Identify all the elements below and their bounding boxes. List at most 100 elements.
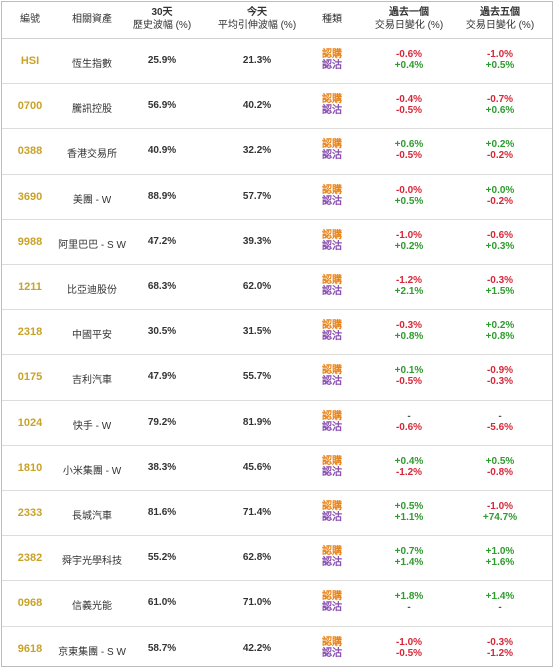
bull-label: 認購 [322,591,342,603]
row-d5-change: +0.0% -0.2% [460,185,540,207]
d1-bull-change: +0.5% [394,501,424,512]
row-hv: 55.2% [147,552,177,564]
table-row[interactable]: 9618 京東集團 - S W 58.7% 42.2% 認購 認沽 -1.0% -0.5% -0… [2,627,552,672]
row-type: 認購 認沽 [302,546,362,568]
d5-bull-change: -1.0% [486,501,514,512]
d1-bull-change: -1.0% [395,229,423,241]
header-hv-line1: 30天 [151,7,173,18]
d1-bull-change: -1.0% [395,636,423,648]
header-hv-line2: 歷史波幅 (%) [132,20,192,31]
row-code[interactable]: 2382 [17,552,43,565]
d5-bull-change: +0.5% [485,455,515,467]
row-asset: 快手 - W [72,420,112,432]
row-d1-change: +1.8% - [369,591,449,613]
header-hv: 30天 歷史波幅 (%) [122,6,202,32]
row-d5-change: - -5.6% [460,411,540,433]
row-d5-change: -1.0% +74.7% [460,501,540,523]
row-code[interactable]: 2318 [17,326,43,339]
d1-bear-change: +0.2% [394,240,424,252]
row-code[interactable]: 9988 [17,235,43,248]
row-iv: 31.5% [242,326,272,338]
table-row[interactable]: HSI 恆生指數 25.9% 21.3% 認購 認沽 -0.6% +0.4% -1.0% +0.5… [2,39,552,85]
row-code[interactable]: 1810 [17,461,43,474]
row-d1-change: +0.7% +1.4% [369,546,449,568]
d5-bull-change: -0.6% [486,229,514,241]
header-type: 種類 [322,14,342,25]
table-row[interactable]: 3690 美團 - W 88.9% 57.7% 認購 認沽 -0.0% +0.5% +0.0% -… [2,175,552,220]
row-code[interactable]: 0700 [17,100,43,113]
bear-label: 認沽 [322,466,342,478]
row-iv: 57.7% [242,190,272,202]
header-iv: 今天 平均引伸波幅 (%) [212,6,302,32]
d5-bull-change: +0.2% [485,139,515,151]
d5-bear-change: -5.6% [486,421,514,433]
row-code[interactable]: 2333 [17,507,43,519]
table-row[interactable]: 9988 阿里巴巴 - S W 47.2% 39.3% 認購 認沽 -1.0% +0.2% -0… [2,220,552,265]
table-header: 編號 相關資產 30天 歷史波幅 (%) 今天 平均引伸波幅 (%) 種類 過去… [2,2,552,39]
row-iv: 21.3% [242,55,272,66]
d1-bull-change: +0.1% [394,365,424,377]
row-type: 認購 認沽 [302,365,362,387]
d5-bull-change: -0.7% [486,94,514,106]
row-asset: 舜宇光學科技 [62,556,122,568]
row-code[interactable]: 1024 [17,416,43,429]
d1-bear-change: +2.1% [394,286,424,297]
d1-bull-change: -1.2% [395,275,423,286]
table-row[interactable]: 0968 信義光能 61.0% 71.0% 認購 認沽 +1.8% - +1.4% - [2,581,552,627]
bull-label: 認購 [322,546,342,558]
bull-label: 認購 [322,410,342,422]
row-code[interactable]: 9618 [17,642,43,655]
row-type: 認購 認沽 [302,411,362,433]
row-code[interactable]: 0968 [17,597,43,610]
d5-bear-change: -0.3% [486,376,514,388]
table-row[interactable]: 2382 舜宇光學科技 55.2% 62.8% 認購 認沽 +0.7% +1.4% +1.0% +… [2,536,552,582]
row-iv: 71.4% [242,507,272,518]
table-row[interactable]: 2333 長城汽車 81.6% 71.4% 認購 認沽 +0.5% +1.1% -1.0% +74… [2,491,552,537]
bear-label: 認沽 [322,512,342,523]
row-iv: 62.8% [242,552,272,564]
header-iv-line2: 平均引伸波幅 (%) [217,20,297,31]
d5-bull-change: +0.2% [485,320,515,332]
row-d5-change: -0.3% -1.2% [460,637,540,659]
row-d1-change: -1.0% -0.5% [369,637,449,659]
table-row[interactable]: 2318 中國平安 30.5% 31.5% 認購 認沽 -0.3% +0.8% +0.2% +0.… [2,310,552,356]
bull-label: 認購 [322,94,342,106]
row-iv: 81.9% [242,416,272,428]
row-code[interactable]: 0388 [17,145,43,158]
bull-label: 認購 [322,139,342,151]
bull-label: 認購 [322,365,342,377]
bear-label: 認沽 [322,331,342,343]
row-code[interactable]: HSI [20,55,40,67]
d5-bear-change: - [498,602,502,614]
bear-label: 認沽 [322,647,342,659]
table-row[interactable]: 0700 騰訊控股 56.9% 40.2% 認購 認沽 -0.4% -0.5% -0.7% +0.… [2,84,552,130]
header-d1-line1: 過去一個 [389,7,429,18]
d5-bear-change: +0.3% [485,240,515,252]
d5-bear-change: +1.5% [485,286,515,297]
d5-bull-change: -0.9% [486,365,514,377]
d1-bear-change: -0.5% [395,647,423,659]
row-d5-change: +0.2% -0.2% [460,139,540,161]
header-d5-line1: 過去五個 [480,7,520,18]
bear-label: 認沽 [322,557,342,569]
table-row[interactable]: 1211 比亞迪股份 68.3% 62.0% 認購 認沽 -1.2% +2.1% -0.3% +1… [2,265,552,311]
bull-label: 認購 [322,501,342,512]
d1-bull-change: - [407,410,411,422]
row-asset: 小米集團 - W [62,465,122,477]
table-row[interactable]: 1810 小米集團 - W 38.3% 45.6% 認購 認沽 +0.4% -1.2% +0.5… [2,446,552,491]
row-code[interactable]: 3690 [17,190,43,203]
row-d1-change: -1.0% +0.2% [369,230,449,252]
d5-bull-change: +1.4% [485,591,515,603]
bear-label: 認沽 [322,286,342,297]
table-row[interactable]: 1024 快手 - W 79.2% 81.9% 認購 認沽 - -0.6% - -5.6% [2,401,552,446]
bull-label: 認購 [322,184,342,196]
row-asset: 中國平安 [72,330,112,342]
row-asset: 京東集團 - S W [58,646,126,658]
d1-bear-change: +0.5% [394,195,424,207]
table-row[interactable]: 0388 香港交易所 40.9% 32.2% 認購 認沽 +0.6% -0.5% +0.2% -0… [2,129,552,175]
row-code[interactable]: 1211 [18,281,42,293]
row-code[interactable]: 0175 [17,371,43,384]
header-iv-line1: 今天 [247,7,267,18]
table-row[interactable]: 0175 吉利汽車 47.9% 55.7% 認購 認沽 +0.1% -0.5% -0.9% -0.… [2,355,552,401]
